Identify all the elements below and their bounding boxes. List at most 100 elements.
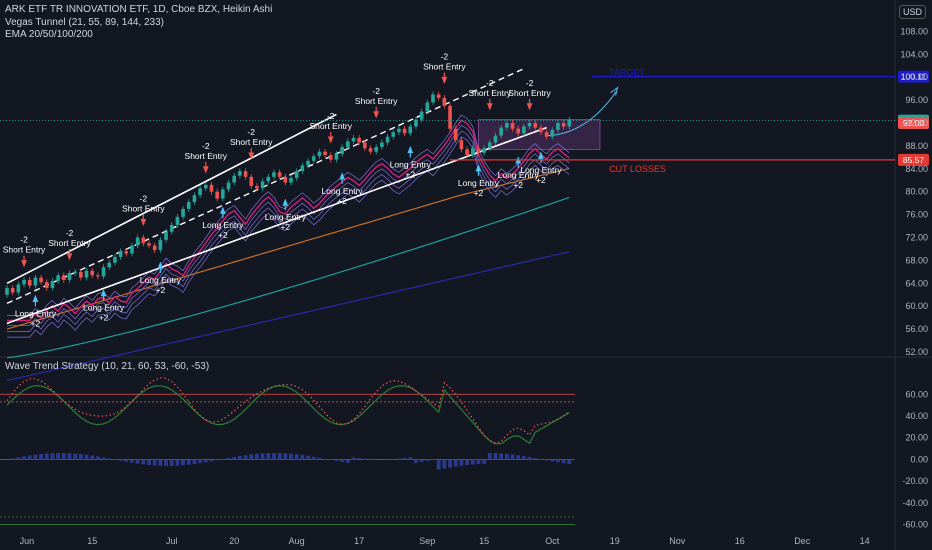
histogram-bar xyxy=(448,459,452,468)
price-tick-label: 60.00 xyxy=(905,301,928,311)
candle-body xyxy=(73,271,77,274)
histogram-bar xyxy=(357,458,362,460)
currency-badge[interactable]: USD xyxy=(898,5,926,19)
histogram-bar xyxy=(476,459,481,465)
price-badge-value: 85.57 xyxy=(903,155,925,165)
histogram-bar xyxy=(459,459,464,466)
short-entry-label: Short Entry xyxy=(309,121,352,131)
candle-body xyxy=(488,142,492,149)
histogram-bar xyxy=(470,459,475,465)
candle-body xyxy=(283,176,288,183)
histogram-bar xyxy=(152,459,157,466)
candle-body xyxy=(294,171,299,178)
histogram-bar xyxy=(22,456,26,460)
lower-channel-line xyxy=(6,126,547,325)
time-tick-label: 16 xyxy=(735,536,745,546)
short-entry-count: -2 xyxy=(372,86,380,96)
candle-body xyxy=(289,177,293,183)
short-arrow-icon xyxy=(140,214,147,227)
histogram-bar xyxy=(249,454,254,460)
long-entry-count: +2 xyxy=(99,313,109,323)
short-arrow-icon xyxy=(441,72,448,85)
candle-body xyxy=(402,128,407,134)
long-entry-label: Long Entry xyxy=(520,165,562,175)
candle-body xyxy=(476,148,481,153)
candle-body xyxy=(249,176,254,186)
histogram-bar xyxy=(243,455,248,460)
histogram-bar xyxy=(141,459,146,465)
candle-body xyxy=(459,140,464,150)
projection-arrow xyxy=(546,90,618,137)
histogram-bar xyxy=(203,459,208,463)
osc-tick-label: 60.00 xyxy=(905,389,928,399)
short-entry-label: Short Entry xyxy=(230,137,273,147)
short-arrow-icon xyxy=(327,132,334,144)
candle-body xyxy=(141,237,146,244)
histogram-bar xyxy=(351,457,356,460)
vegas-tunnel-line xyxy=(7,119,570,322)
price-tick-label: 100.00 xyxy=(900,72,928,82)
candle-body xyxy=(470,148,475,156)
candle-body xyxy=(10,287,15,293)
candle-body xyxy=(56,275,60,282)
candle-body xyxy=(50,281,55,288)
histogram-bar xyxy=(419,459,424,462)
mid-channel-line xyxy=(6,68,525,304)
candle-body xyxy=(380,142,384,148)
candle-body xyxy=(323,151,327,156)
candle-body xyxy=(533,123,538,128)
target-label: TARGET xyxy=(609,68,645,78)
candle-body xyxy=(499,127,503,136)
price-tick-label: 92.00 xyxy=(905,118,928,128)
time-tick-label: Aug xyxy=(289,536,305,546)
histogram-bar xyxy=(73,453,78,460)
short-entry-label: Short Entry xyxy=(48,238,91,248)
price-badge-value: 100.11 xyxy=(901,72,927,82)
histogram-bar xyxy=(561,459,566,464)
histogram-bar xyxy=(294,454,299,460)
candle-body xyxy=(561,123,566,127)
candle-body xyxy=(306,160,310,166)
short-entry-count: -2 xyxy=(486,78,494,88)
vegas-tunnel-label: Vegas Tunnel (21, 55, 89, 144, 233) xyxy=(5,17,165,28)
upper-channel-line xyxy=(6,113,337,285)
short-entry-label: Short Entry xyxy=(122,203,165,213)
histogram-bar xyxy=(78,454,83,460)
histogram-bar xyxy=(175,459,180,466)
long-entry-label: Long Entry xyxy=(458,178,500,188)
osc-tick-label: 20.00 xyxy=(905,433,928,443)
histogram-bar xyxy=(402,458,407,460)
histogram-bar xyxy=(499,453,504,460)
short-arrow-icon xyxy=(202,161,209,174)
histogram-bar xyxy=(425,459,430,461)
candle-body xyxy=(340,147,344,154)
candle-body xyxy=(192,195,197,203)
price-badge xyxy=(898,70,929,83)
projection-arrowhead xyxy=(610,86,619,96)
candle-body xyxy=(5,287,9,295)
candle-body xyxy=(181,208,185,217)
short-entry-count: -2 xyxy=(202,141,210,151)
cut-losses-label: CUT LOSSES xyxy=(609,164,666,174)
histogram-bar xyxy=(90,455,95,460)
histogram-bar xyxy=(516,455,521,460)
candle-body xyxy=(113,256,117,263)
long-entry-label: Long Entry xyxy=(15,308,57,318)
candle-body xyxy=(505,123,509,128)
time-tick-label: Jul xyxy=(166,536,178,546)
candle-body xyxy=(431,94,435,103)
time-tick-label: 19 xyxy=(610,536,620,546)
time-tick-label: 15 xyxy=(479,536,489,546)
ema-label: EMA 20/50/100/200 xyxy=(5,29,93,40)
candle-body xyxy=(328,155,333,160)
histogram-bar xyxy=(130,459,134,463)
candle-body xyxy=(522,126,526,134)
histogram-bar xyxy=(453,459,458,467)
long-entry-count: +2 xyxy=(156,285,166,295)
short-entry-label: Short Entry xyxy=(469,88,512,98)
candle-body xyxy=(101,267,106,277)
short-arrow-icon xyxy=(21,255,27,268)
histogram-bar xyxy=(33,454,38,460)
histogram-bar xyxy=(544,459,549,461)
